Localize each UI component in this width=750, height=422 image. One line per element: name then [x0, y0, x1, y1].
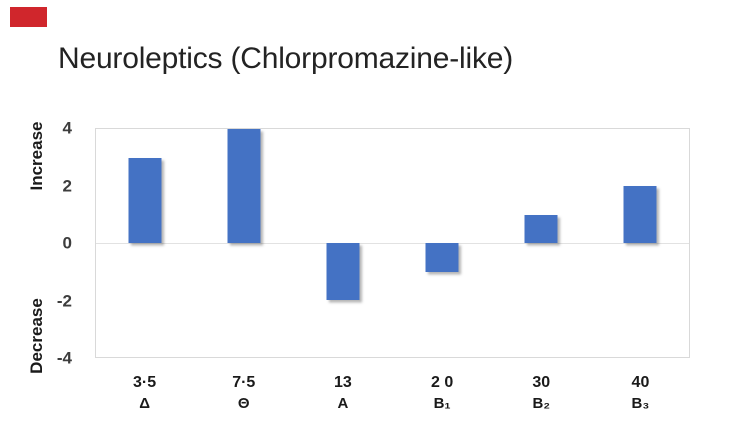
bar-6	[623, 186, 657, 243]
category-label: 40 B₃	[591, 372, 690, 414]
category-value: 13	[334, 374, 352, 391]
bar-5	[524, 214, 558, 243]
category-label: 3·5 Δ	[95, 372, 194, 414]
category-label: 13 A	[293, 372, 392, 414]
chart-plot-area	[95, 128, 690, 358]
bar-4	[425, 243, 459, 272]
bar-slot	[491, 129, 590, 357]
y-tick-label: 2	[62, 176, 72, 195]
bar-slot	[590, 129, 689, 357]
y-tick-label: -2	[56, 291, 72, 310]
category-label: 30 B₂	[492, 372, 591, 414]
category-value: 2 0	[430, 374, 454, 391]
category-label: 7·5 Θ	[194, 372, 293, 414]
red-annotation-rectangle	[10, 7, 47, 27]
category-label: 2 0 B₁	[393, 372, 492, 414]
category-symbol: Δ	[139, 395, 150, 412]
y-axis-tick-labels: 4 2 0 -2 -4	[38, 120, 72, 367]
bar-3	[326, 243, 360, 300]
bar-2	[227, 129, 261, 243]
bar-1	[128, 157, 162, 243]
category-value: 30	[532, 374, 551, 391]
category-value: 40	[631, 374, 650, 391]
chart-title: Neuroleptics (Chlorpromazine-like)	[58, 42, 514, 75]
zero-gridline	[96, 242, 689, 244]
category-symbol: B₂	[532, 395, 551, 412]
y-tick-label: 4	[62, 118, 72, 138]
category-value: 3·5	[133, 374, 157, 391]
category-symbol: B₃	[631, 395, 650, 412]
y-tick-label: -4	[56, 348, 72, 368]
category-symbol: A	[337, 395, 349, 412]
category-value: 7·5	[232, 374, 256, 391]
y-tick-label: 0	[62, 233, 72, 253]
x-axis-labels: 3·5 Δ 7·5 Θ 13 A 2 0 B₁ 30 B₂ 40 B₃	[95, 372, 690, 414]
bar-slot	[96, 129, 195, 357]
category-symbol: B₁	[433, 395, 451, 412]
bar-slot	[294, 129, 393, 357]
bar-series	[96, 129, 689, 357]
bar-slot	[392, 129, 491, 357]
category-symbol: Θ	[237, 395, 250, 412]
bar-slot	[195, 129, 294, 357]
